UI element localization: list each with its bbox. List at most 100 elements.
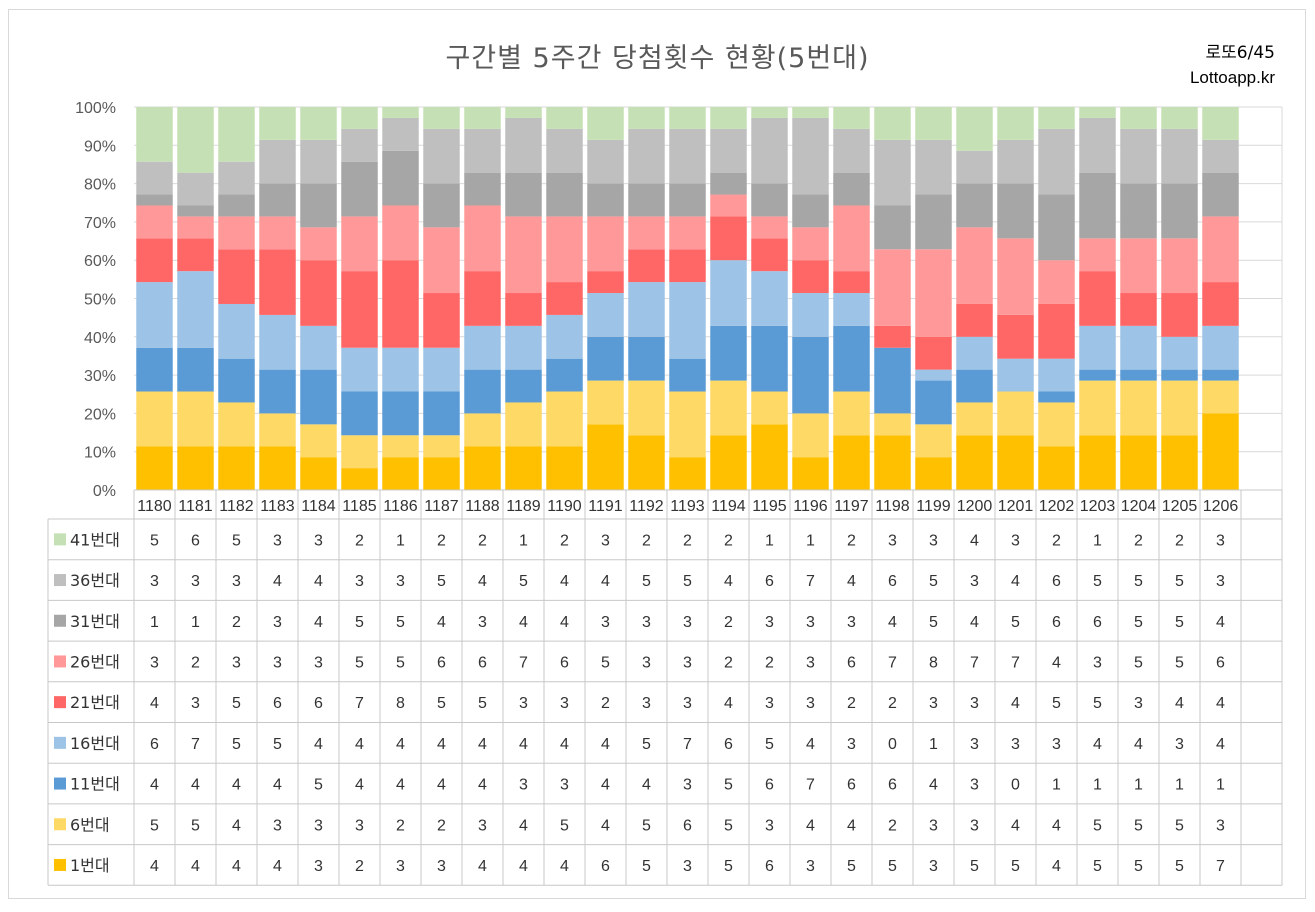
- table-cell: 5: [519, 573, 528, 590]
- table-cell: 3: [396, 573, 405, 590]
- table-cell: 3: [683, 654, 692, 671]
- bar-segment: [423, 128, 460, 184]
- table-cell: 4: [601, 573, 610, 590]
- table-cell: 6: [273, 695, 282, 712]
- bar-segment: [505, 402, 542, 447]
- bar-segment: [751, 391, 788, 425]
- bar-segment: [382, 391, 419, 436]
- table-cell: 5: [642, 573, 651, 590]
- table-cell: 4: [724, 695, 733, 712]
- table-cell: 5: [1134, 817, 1143, 834]
- table-cell: 6: [601, 858, 610, 875]
- table-cell: 5: [601, 654, 610, 671]
- bar-segment: [1120, 128, 1157, 184]
- bar-segment: [300, 139, 337, 184]
- bar-segment: [505, 369, 542, 403]
- bar-segment: [587, 424, 624, 490]
- legend-swatch: [54, 696, 66, 709]
- bar-segment: [341, 107, 378, 129]
- legend-label: 16번대: [70, 734, 120, 753]
- table-cell: 3: [683, 858, 692, 875]
- category-label: 1198: [875, 498, 910, 515]
- table-cell: 3: [1175, 736, 1184, 753]
- table-cell: 3: [560, 777, 569, 794]
- table-cell: 5: [1175, 654, 1184, 671]
- table-cell: 7: [1216, 858, 1225, 875]
- table-cell: 6: [765, 573, 774, 590]
- table-cell: 1: [1216, 777, 1225, 794]
- bar-segment: [218, 194, 255, 217]
- table-cell: 4: [478, 736, 487, 753]
- bar-segment: [1038, 107, 1075, 129]
- brand-label: 로또6/45: [1205, 43, 1275, 63]
- table-cell: 7: [519, 654, 528, 671]
- category-label: 1202: [1039, 498, 1075, 515]
- bar-segment: [710, 435, 747, 490]
- legend-swatch: [54, 655, 66, 668]
- bar-segment: [710, 128, 747, 173]
- bar-segment: [505, 117, 542, 173]
- table-cell: 2: [724, 532, 733, 549]
- table-cell: 3: [273, 817, 282, 834]
- table-cell: 3: [478, 614, 487, 631]
- table-cell: 5: [232, 736, 241, 753]
- y-tick-label: 80%: [84, 177, 116, 194]
- table-cell: 3: [314, 817, 323, 834]
- category-label: 1196: [793, 498, 828, 515]
- table-cell: 5: [1134, 573, 1143, 590]
- bar-segment: [915, 457, 952, 490]
- bar-segment: [956, 336, 993, 370]
- table-cell: 5: [150, 817, 159, 834]
- table-cell: 1: [1175, 777, 1184, 794]
- table-cell: 7: [191, 736, 200, 753]
- y-tick-label: 20%: [84, 406, 116, 423]
- table-cell: 3: [232, 654, 241, 671]
- bar-segment: [218, 161, 255, 195]
- table-cell: 4: [929, 777, 938, 794]
- table-cell: 5: [560, 817, 569, 834]
- table-cell: 6: [683, 817, 692, 834]
- bar-segment: [751, 325, 788, 392]
- category-label: 1203: [1080, 498, 1116, 515]
- bar-segment: [1120, 380, 1157, 436]
- bar-segment: [423, 227, 460, 294]
- legend-label: 6번대: [70, 815, 110, 834]
- bar-segment: [833, 325, 870, 392]
- table-cell: 1: [1093, 532, 1102, 549]
- table-cell: 3: [232, 573, 241, 590]
- category-label: 1191: [588, 498, 623, 515]
- bar-segment: [546, 172, 583, 217]
- table-cell: 1: [396, 532, 405, 549]
- table-cell: 1: [929, 736, 938, 753]
- bar-segment: [259, 446, 296, 490]
- table-cell: 3: [806, 654, 815, 671]
- table-cell: 3: [437, 858, 446, 875]
- bar-segment: [915, 380, 952, 425]
- brand-site: Lottoapp.kr: [1189, 68, 1275, 87]
- table-cell: 4: [560, 614, 569, 631]
- bar-segment: [423, 293, 460, 348]
- bar-segment: [792, 336, 829, 414]
- table-cell: 4: [396, 777, 405, 794]
- bar-segment: [792, 413, 829, 458]
- table-cell: 4: [314, 573, 323, 590]
- bar-segment: [218, 107, 255, 162]
- table-cell: 3: [355, 817, 364, 834]
- table-cell: 5: [232, 695, 241, 712]
- table-cell: 4: [1052, 654, 1061, 671]
- table-cell: 4: [970, 614, 979, 631]
- table-cell: 5: [232, 532, 241, 549]
- bar-segment: [1079, 369, 1116, 381]
- table-cell: 5: [1093, 858, 1102, 875]
- category-label: 1199: [916, 498, 951, 515]
- table-cell: 6: [1052, 614, 1061, 631]
- bar-segment: [300, 369, 337, 425]
- table-cell: 4: [1216, 695, 1225, 712]
- bar-segment: [300, 227, 337, 261]
- bar-segment: [1120, 369, 1157, 381]
- bar-segment: [956, 227, 993, 304]
- y-tick-label: 40%: [84, 330, 116, 347]
- table-cell: 4: [724, 573, 733, 590]
- bar-segment: [177, 107, 214, 173]
- bar-segment: [669, 216, 706, 250]
